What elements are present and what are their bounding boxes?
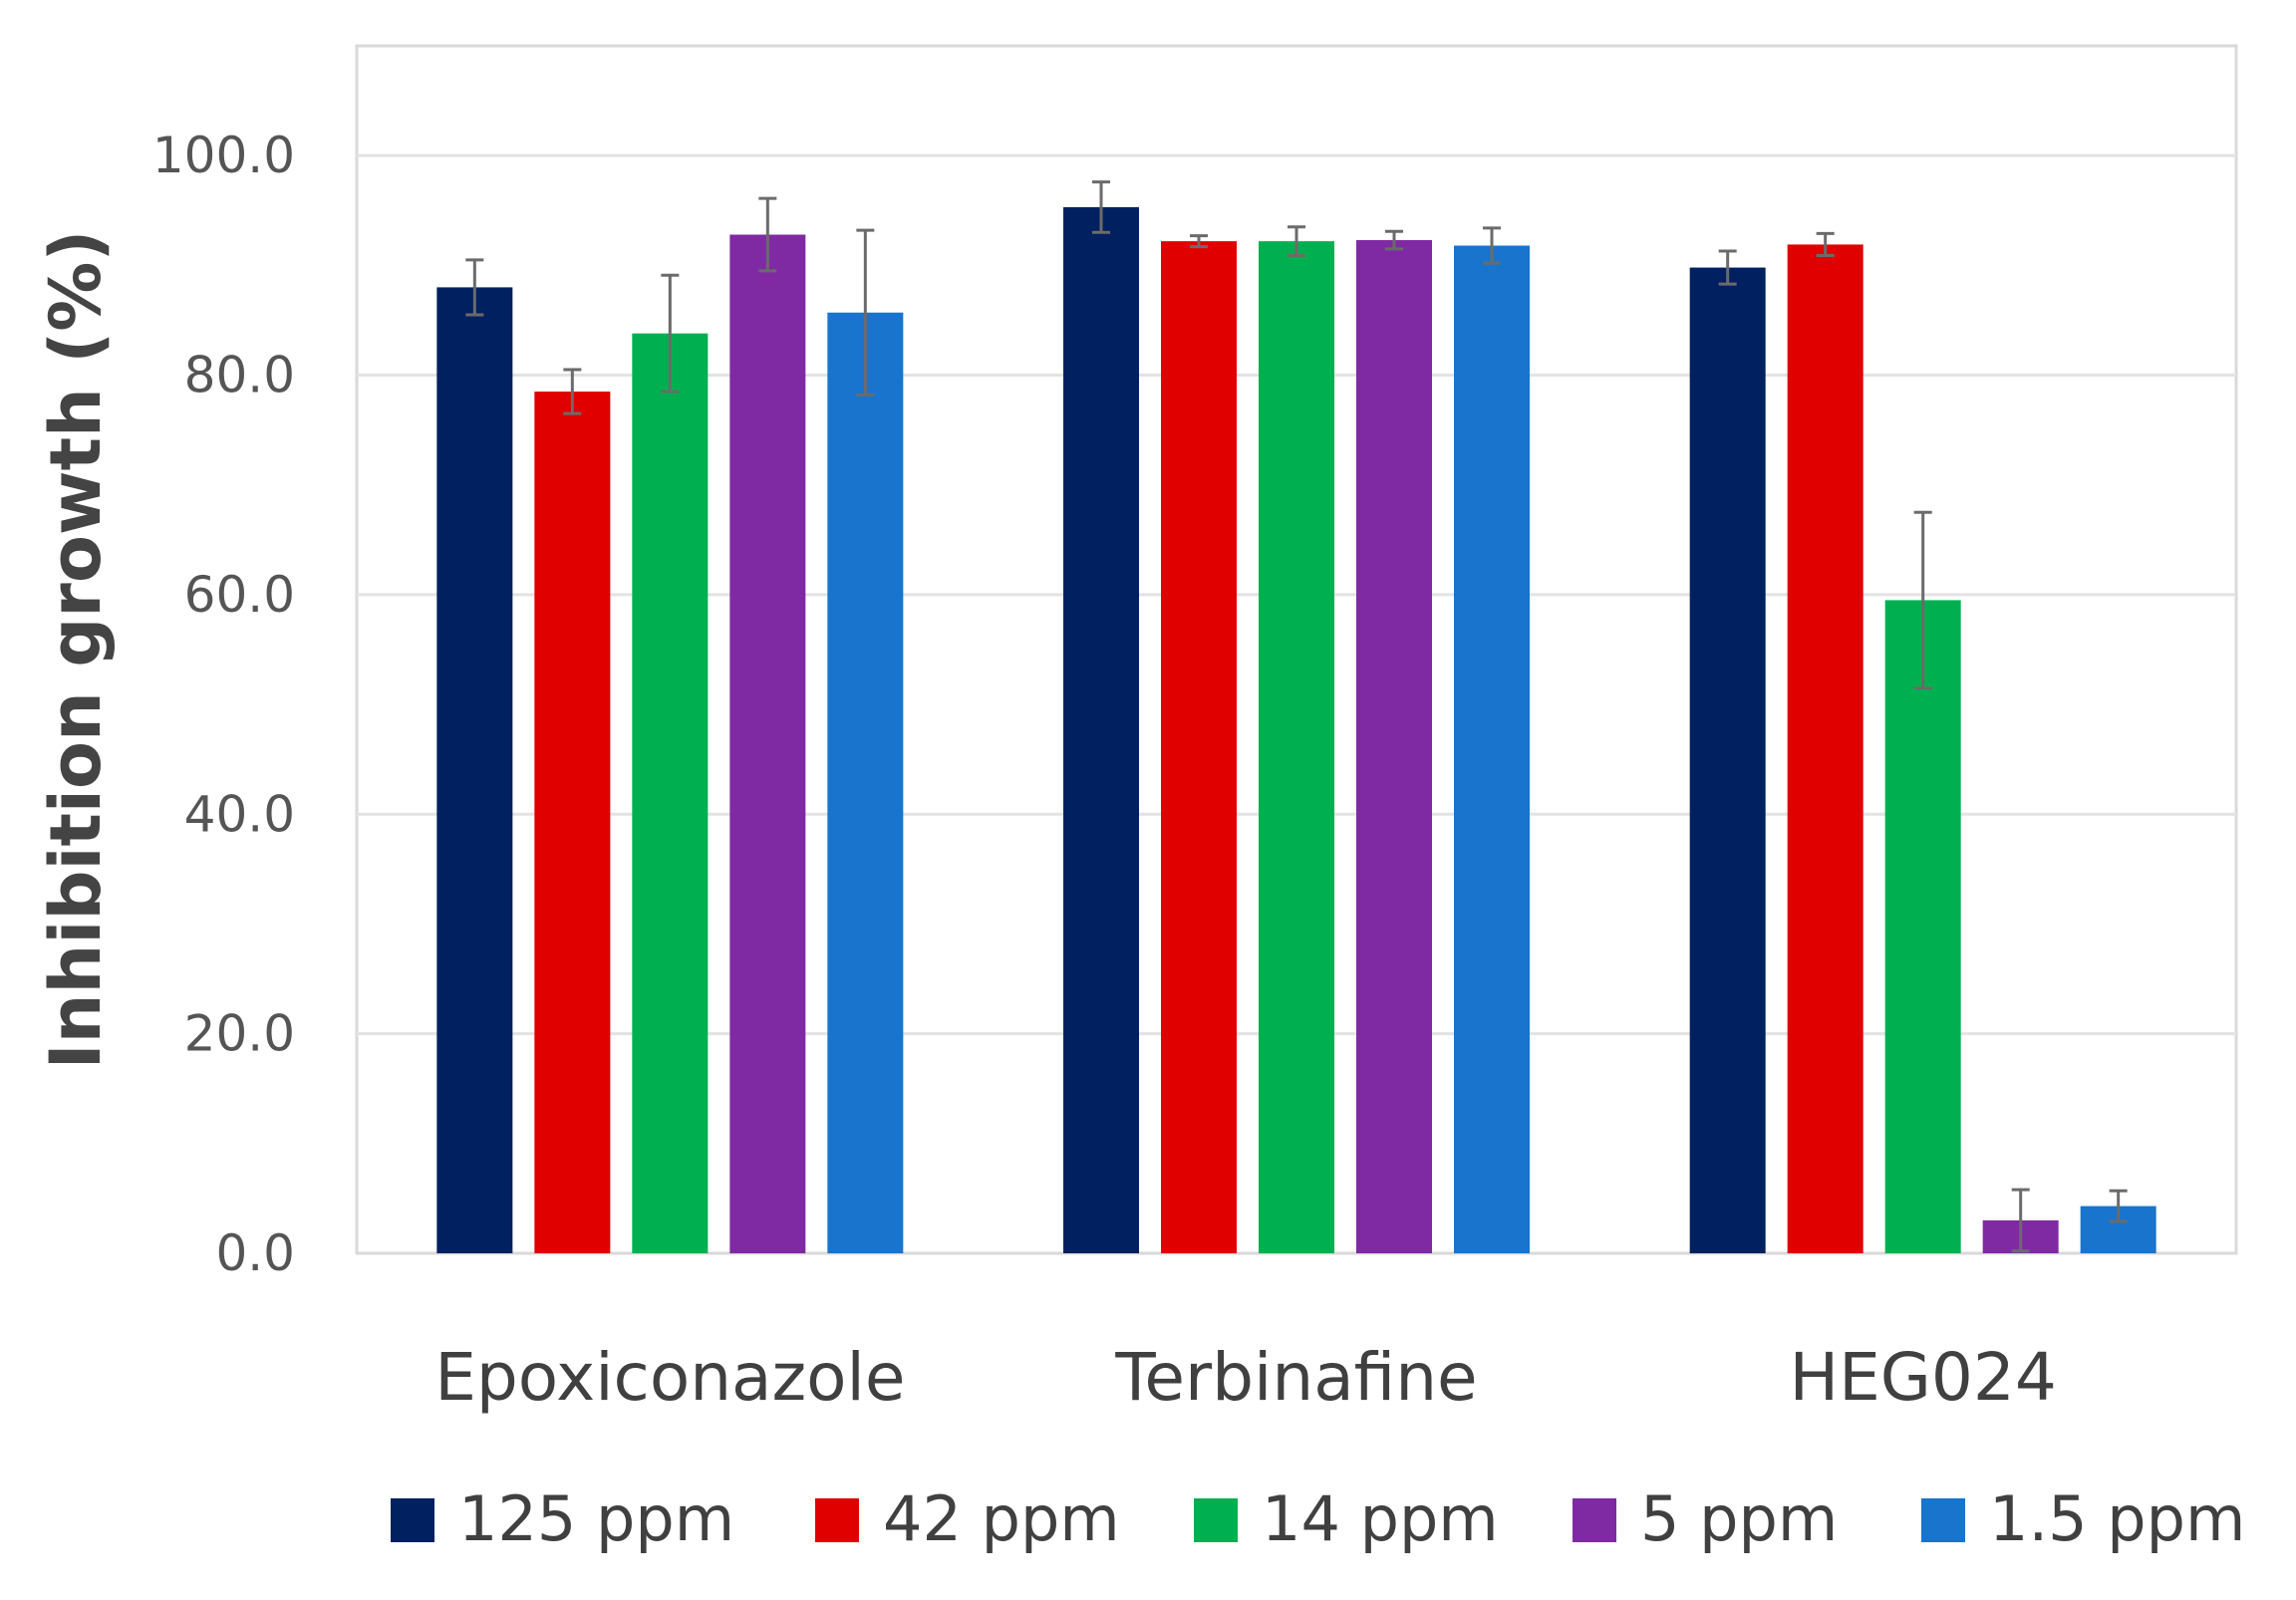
y-tick-label: 40.0 [184,785,295,843]
legend-swatch [1921,1498,1965,1542]
bars [436,206,2156,1254]
bar [632,333,709,1253]
y-tick-label: 0.0 [215,1224,295,1282]
legend-swatch [815,1498,859,1542]
bar [1689,267,1766,1253]
bar [1161,241,1237,1253]
y-tick-label: 20.0 [184,1005,295,1063]
legend-swatch [1194,1498,1238,1542]
bar [827,312,904,1253]
bar [436,287,513,1253]
legend-swatch [1573,1498,1616,1542]
legend-label: 14 ppm [1262,1482,1499,1555]
bar [1884,600,1961,1253]
x-axis-categories: Epoxiconazole Terbinafine HEG024 [434,1339,2057,1416]
y-tick-label: 100.0 [152,127,295,184]
legend-label: 1.5 ppm [1989,1482,2245,1555]
bar [1454,245,1530,1254]
legend-label: 125 ppm [458,1482,734,1555]
y-tick-label: 80.0 [184,347,295,404]
bar [534,392,611,1253]
x-category-label: Epoxiconazole [434,1339,905,1416]
y-tick-label: 60.0 [184,566,295,624]
bar [729,234,806,1254]
x-category-label: Terbinafine [1114,1339,1477,1416]
bar [1063,206,1139,1253]
legend-label: 5 ppm [1640,1482,1838,1555]
legend: 125 ppm 42 ppm 14 ppm 5 ppm 1.5 ppm [391,1482,2245,1555]
bar [1356,240,1432,1253]
y-axis-title: Inhibition growth (%) [35,230,117,1070]
bar [1259,241,1334,1253]
legend-swatch [391,1498,434,1542]
y-axis-ticks: 0.0 20.0 40.0 60.0 80.0 100.0 [152,127,295,1282]
bar [1787,244,1864,1254]
error-bars [465,180,2128,1253]
legend-label: 42 ppm [883,1482,1120,1555]
x-category-label: HEG024 [1789,1339,2056,1416]
